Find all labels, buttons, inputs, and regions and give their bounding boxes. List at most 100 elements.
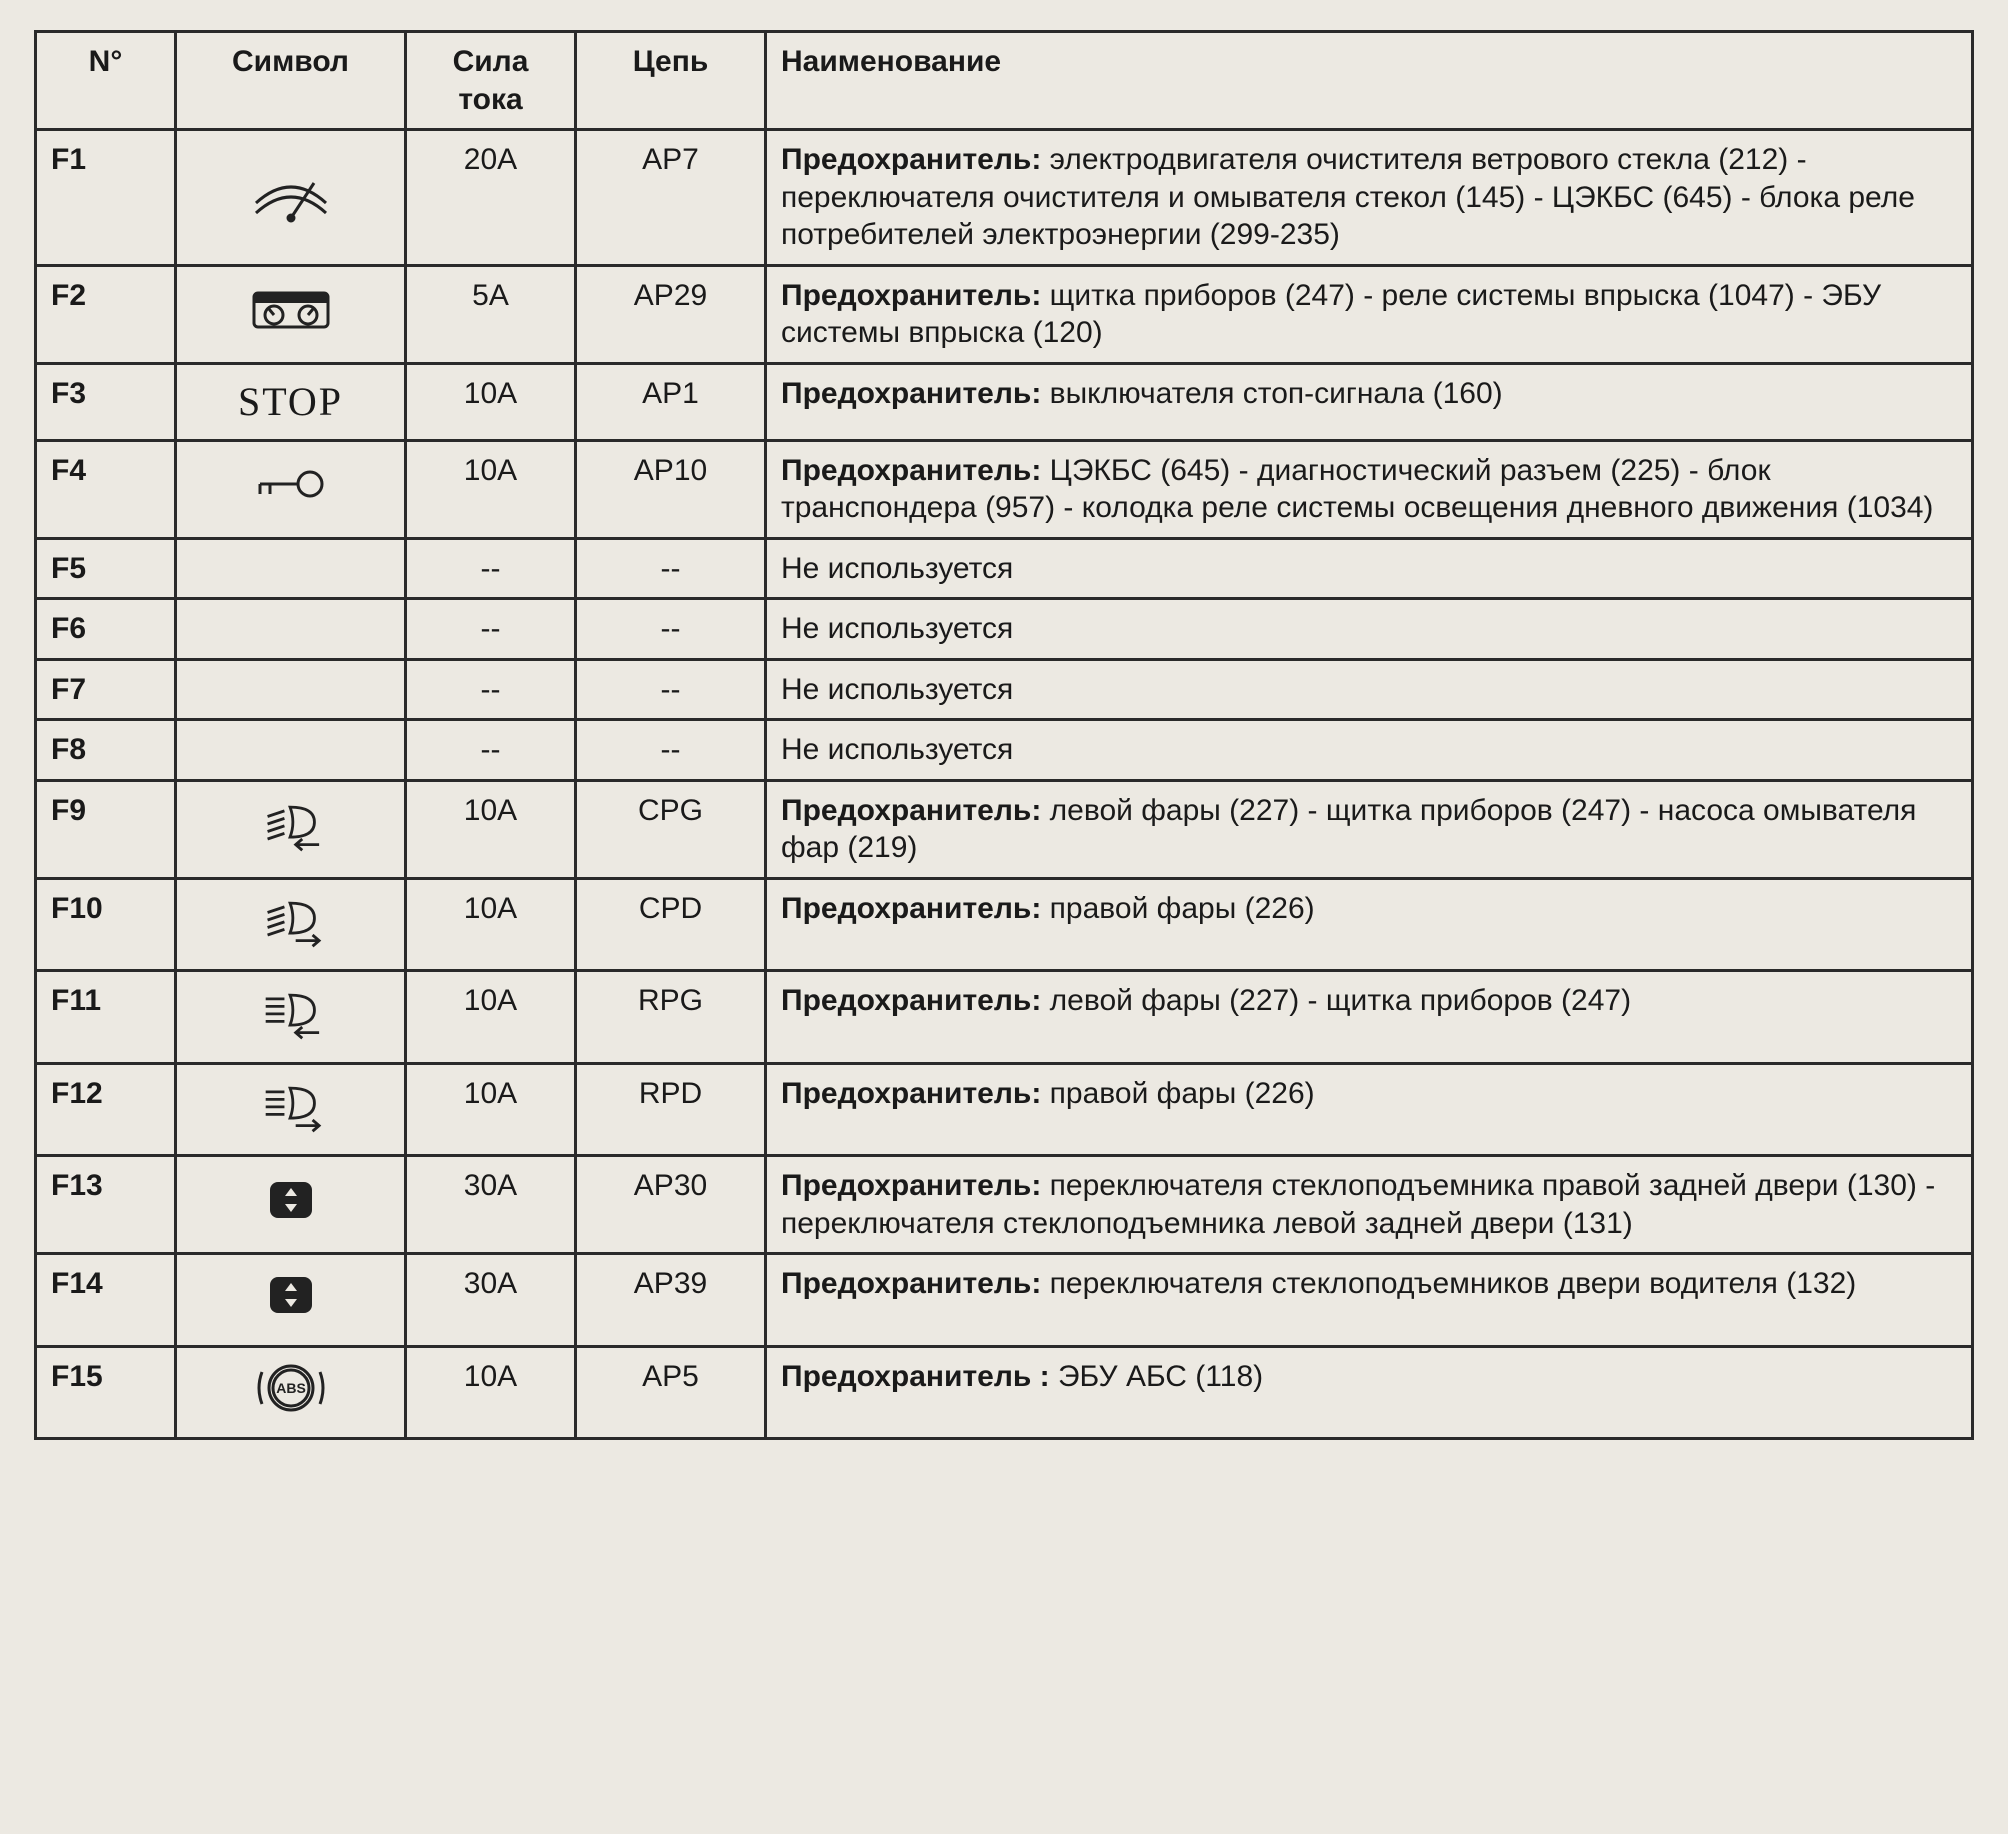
- cell-num: F1: [36, 130, 176, 266]
- desc-lead: Предохранитель:: [781, 794, 1041, 827]
- cell-description: Предохранитель: выключателя стоп-сигнала…: [766, 363, 1973, 440]
- cell-num: F10: [36, 878, 176, 971]
- desc-rest: правой фары (226): [1041, 892, 1314, 925]
- highbeam-right-icon: [246, 1075, 336, 1135]
- cell-num: F14: [36, 1254, 176, 1347]
- cell-num: F12: [36, 1063, 176, 1156]
- desc-rest: Не используется: [781, 612, 1013, 645]
- desc-lead: Предохранитель:: [781, 1169, 1041, 1202]
- cell-symbol: [176, 130, 406, 266]
- cell-symbol: [176, 971, 406, 1064]
- desc-lead: Предохранитель:: [781, 143, 1041, 176]
- cell-symbol: [176, 265, 406, 363]
- cell-description: Не используется: [766, 659, 1973, 720]
- desc-rest: правой фары (226): [1041, 1077, 1314, 1110]
- fuse-table-sheet: N° Символ Сила тока Цепь Наименование F1…: [34, 30, 1974, 1440]
- cell-num: F7: [36, 659, 176, 720]
- cell-symbol: [176, 538, 406, 599]
- cell-amperage: 10A: [406, 1063, 576, 1156]
- table-row: F410AAP10Предохранитель: ЦЭКБС (645) - д…: [36, 440, 1973, 538]
- table-row: F7----Не используется: [36, 659, 1973, 720]
- cell-symbol: [176, 440, 406, 538]
- table-row: F6 ---- Не используется: [36, 599, 1973, 660]
- cell-amperage: --: [406, 599, 576, 660]
- table-row: F5----Не используется: [36, 538, 1973, 599]
- header-circ: Цепь: [576, 32, 766, 130]
- header-amp: Сила тока: [406, 32, 576, 130]
- cell-circuit: AP30: [576, 1156, 766, 1254]
- cell-num: F3: [36, 363, 176, 440]
- table-row: F2 5AAP29Предохранитель: щитка приборов (…: [36, 265, 1973, 363]
- cell-circuit: AP29: [576, 265, 766, 363]
- desc-rest: выключателя стоп-сигнала (160): [1041, 377, 1502, 410]
- desc-rest: ЭБУ АБС (118): [1050, 1360, 1263, 1393]
- desc-lead: Предохранитель:: [781, 377, 1041, 410]
- desc-lead: Предохранитель:: [781, 454, 1041, 487]
- table-row: F8----Не используется: [36, 720, 1973, 781]
- cell-description: Предохранитель: левой фары (227) - щитка…: [766, 971, 1973, 1064]
- cell-num: F2: [36, 265, 176, 363]
- cell-description: Не используется: [766, 599, 1973, 660]
- header-row: N° Символ Сила тока Цепь Наименование: [36, 32, 1973, 130]
- cell-description: Предохранитель: переключателя стеклоподъ…: [766, 1156, 1973, 1254]
- header-desc: Наименование: [766, 32, 1973, 130]
- desc-lead: Предохранитель:: [781, 279, 1041, 312]
- stop-icon: STOP: [238, 375, 343, 429]
- desc-lead: Предохранитель :: [781, 1360, 1050, 1393]
- cell-num: F11: [36, 971, 176, 1064]
- cell-amperage: --: [406, 720, 576, 781]
- table-row: F120AAP7Предохранитель: электродвигателя…: [36, 130, 1973, 266]
- dashboard-icon: [246, 279, 336, 339]
- table-row: F1510AAP5Предохранитель : ЭБУ АБС (118): [36, 1346, 1973, 1439]
- cell-description: Предохранитель: переключателя стеклоподъ…: [766, 1254, 1973, 1347]
- wiper-icon: [246, 163, 336, 223]
- cell-circuit: AP10: [576, 440, 766, 538]
- cell-amperage: --: [406, 538, 576, 599]
- desc-lead: Предохранитель:: [781, 892, 1041, 925]
- desc-lead: Предохранитель:: [781, 1267, 1041, 1300]
- cell-symbol: [176, 1346, 406, 1439]
- cell-description: Предохранитель: левой фары (227) - щитка…: [766, 780, 1973, 878]
- cell-amperage: --: [406, 659, 576, 720]
- cell-symbol: [176, 659, 406, 720]
- cell-symbol: STOP: [176, 363, 406, 440]
- desc-rest: левой фары (227) - щитка приборов (247): [1041, 984, 1631, 1017]
- window-updown-alt-icon: [246, 1265, 336, 1325]
- cell-amperage: 10A: [406, 1346, 576, 1439]
- cell-amperage: 30A: [406, 1156, 576, 1254]
- cell-description: Предохранитель : ЭБУ АБС (118): [766, 1346, 1973, 1439]
- cell-circuit: --: [576, 599, 766, 660]
- highbeam-left-icon: [246, 982, 336, 1042]
- cell-symbol: [176, 1063, 406, 1156]
- table-row: F1010ACPDПредохранитель: правой фары (22…: [36, 878, 1973, 971]
- cell-num: F13: [36, 1156, 176, 1254]
- key-icon: [246, 454, 336, 514]
- abs-icon: [246, 1358, 336, 1418]
- cell-amperage: 10A: [406, 363, 576, 440]
- cell-amperage: 10A: [406, 971, 576, 1064]
- cell-symbol: [176, 1254, 406, 1347]
- table-row: F3STOP10AAP1Предохранитель: выключателя …: [36, 363, 1973, 440]
- fuse-table: N° Символ Сила тока Цепь Наименование F1…: [34, 30, 1974, 1440]
- cell-symbol: [176, 878, 406, 971]
- cell-num: F6: [36, 599, 176, 660]
- cell-description: Предохранитель: правой фары (226): [766, 878, 1973, 971]
- cell-amperage: 10A: [406, 780, 576, 878]
- cell-symbol: [176, 599, 406, 660]
- cell-num: F8: [36, 720, 176, 781]
- cell-circuit: AP1: [576, 363, 766, 440]
- cell-num: F5: [36, 538, 176, 599]
- cell-circuit: AP39: [576, 1254, 766, 1347]
- cell-circuit: RPD: [576, 1063, 766, 1156]
- cell-circuit: RPG: [576, 971, 766, 1064]
- desc-rest: Не используется: [781, 673, 1013, 706]
- table-row: F1430AAP39Предохранитель: переключателя …: [36, 1254, 1973, 1347]
- cell-description: Не используется: [766, 720, 1973, 781]
- cell-description: Предохранитель: щитка приборов (247) - р…: [766, 265, 1973, 363]
- cell-description: Предохранитель: электродвигателя очистит…: [766, 130, 1973, 266]
- cell-circuit: CPG: [576, 780, 766, 878]
- cell-amperage: 5A: [406, 265, 576, 363]
- cell-circuit: --: [576, 538, 766, 599]
- cell-amperage: 10A: [406, 878, 576, 971]
- header-sym: Символ: [176, 32, 406, 130]
